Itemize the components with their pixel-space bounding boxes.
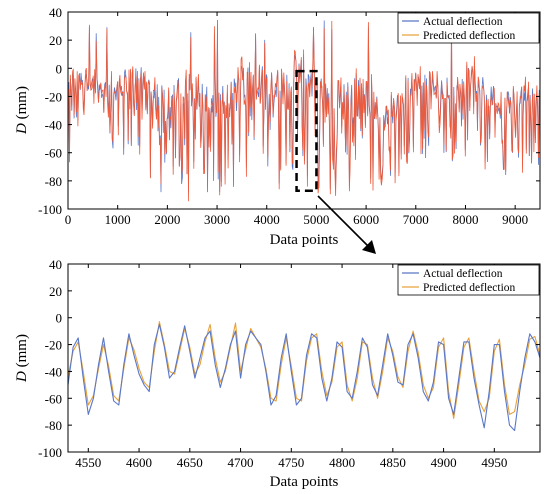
top-x-tick-label: 9000 bbox=[502, 212, 528, 227]
top-chart-panel: 40 20 0 -20 -40 -60 -80 -100 0 1000 2000 3000 4000 5… bbox=[14, 5, 541, 248]
top-series-group bbox=[68, 12, 540, 202]
bottom-y-ticks: 40 20 0 -20 -40 -60 -80 -100 bbox=[38, 257, 540, 460]
zoom-arrow bbox=[317, 195, 376, 254]
bottom-y-tick-label: -60 bbox=[45, 391, 62, 406]
top-x-tick-label: 8000 bbox=[452, 212, 478, 227]
top-y-axis-label: D (mm) bbox=[14, 86, 30, 135]
top-y-ticks: 40 20 0 -20 -40 -60 -80 -100 bbox=[38, 5, 540, 217]
top-y-tick-label: -40 bbox=[45, 118, 62, 133]
zoom-arrow-head bbox=[362, 240, 376, 254]
bottom-series-group bbox=[68, 321, 540, 432]
top-x-tick-label: 0 bbox=[65, 212, 72, 227]
bottom-legend: Actual deflection Predicted deflection bbox=[397, 264, 540, 296]
bottom-actual-line bbox=[68, 323, 540, 432]
bottom-x-tick-label: 4850 bbox=[380, 455, 406, 470]
top-x-tick-label: 1000 bbox=[105, 212, 131, 227]
bottom-y-axis-label: D (mm) bbox=[14, 334, 30, 383]
top-y-axis-var: D bbox=[14, 123, 30, 135]
top-y-tick-label: 0 bbox=[56, 61, 63, 76]
bottom-x-tick-label: 4650 bbox=[177, 455, 203, 470]
top-plot-frame bbox=[67, 11, 541, 210]
top-x-tick-label: 4000 bbox=[254, 212, 280, 227]
bottom-x-tick-label: 4800 bbox=[329, 455, 355, 470]
bottom-y-axis-unit: (mm) bbox=[14, 334, 30, 371]
bottom-y-axis-var: D bbox=[14, 371, 30, 383]
bottom-y-tick-label: -100 bbox=[38, 445, 62, 460]
bottom-x-tick-label: 4750 bbox=[278, 455, 304, 470]
top-y-tick-label: 40 bbox=[49, 5, 62, 20]
bottom-chart-panel: 40 20 0 -20 -40 -60 -80 -100 4550 4600 4650 4700 47… bbox=[14, 257, 541, 490]
bottom-x-tick-label: 4550 bbox=[75, 455, 101, 470]
top-y-tick-label: -60 bbox=[45, 146, 62, 161]
bottom-y-tick-label: 20 bbox=[49, 284, 62, 299]
bottom-y-tick-label: 40 bbox=[49, 257, 62, 272]
top-x-tick-label: 3000 bbox=[204, 212, 230, 227]
bottom-legend-predicted-label: Predicted deflection bbox=[423, 282, 516, 294]
bottom-x-tick-label: 4600 bbox=[126, 455, 152, 470]
top-y-tick-label: -80 bbox=[45, 174, 62, 189]
top-legend-actual-label: Actual deflection bbox=[423, 16, 503, 28]
bottom-x-tick-label: 4700 bbox=[228, 455, 254, 470]
top-y-axis-unit: (mm) bbox=[14, 86, 30, 123]
top-x-tick-label: 5000 bbox=[303, 212, 329, 227]
top-y-tick-label: -20 bbox=[45, 89, 62, 104]
bottom-legend-actual-label: Actual deflection bbox=[423, 268, 503, 280]
bottom-plot-frame bbox=[67, 263, 541, 453]
top-legend-box bbox=[397, 12, 540, 44]
top-legend: Actual deflection Predicted deflection bbox=[397, 12, 540, 44]
top-y-tick-label: -100 bbox=[38, 202, 62, 217]
zoom-arrow-shaft bbox=[317, 195, 371, 249]
top-x-tick-label: 2000 bbox=[154, 212, 180, 227]
bottom-y-tick-label: -20 bbox=[45, 338, 62, 353]
bottom-y-tick-label: -40 bbox=[45, 364, 62, 379]
top-predicted-line bbox=[68, 12, 540, 202]
bottom-x-tick-label: 4950 bbox=[481, 455, 507, 470]
top-y-tick-label: 20 bbox=[49, 33, 62, 48]
top-legend-predicted-label: Predicted deflection bbox=[423, 30, 516, 42]
bottom-x-tick-label: 4900 bbox=[431, 455, 457, 470]
zoom-box bbox=[295, 69, 318, 192]
top-x-tick-label: 6000 bbox=[353, 212, 379, 227]
bottom-x-axis-label: Data points bbox=[270, 474, 339, 490]
top-x-tick-label: 7000 bbox=[403, 212, 429, 227]
top-x-ticks: 0 1000 2000 3000 4000 5000 6000 7000 8000 9000 bbox=[65, 12, 528, 227]
bottom-y-tick-label: 0 bbox=[56, 311, 63, 326]
bottom-legend-box bbox=[397, 264, 540, 296]
bottom-y-tick-label: -80 bbox=[45, 418, 62, 433]
top-x-axis-label: Data points bbox=[270, 232, 339, 248]
bottom-x-ticks: 4550 4600 4650 4700 4750 4800 4850 4900 4950 bbox=[75, 264, 507, 470]
